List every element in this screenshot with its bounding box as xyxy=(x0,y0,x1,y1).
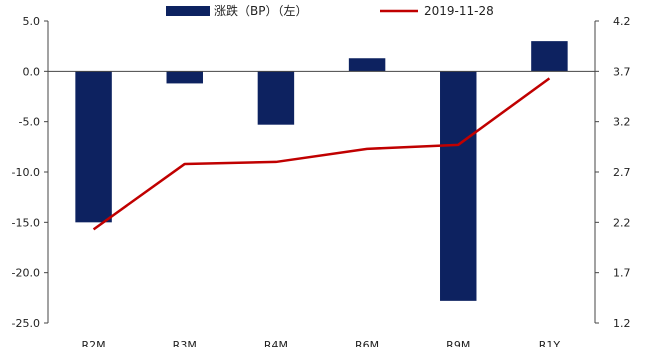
category-labels: R2M R3M R4M R6M R9M R1Y xyxy=(82,339,561,347)
legend-bar-swatch xyxy=(166,6,210,16)
right-tick-label: 2.7 xyxy=(613,166,631,179)
right-axis-ticks: 4.2 3.7 3.2 2.7 2.2 1.7 1.2 xyxy=(595,15,631,330)
category-label-R6M: R6M xyxy=(355,339,379,347)
left-tick-label: 0.0 xyxy=(23,65,41,78)
legend-bar-label: 涨跌（BP）（左） xyxy=(214,3,307,18)
right-tick-label: 2.2 xyxy=(613,216,631,229)
right-tick-label: 1.7 xyxy=(613,267,631,280)
left-tick-label: -25.0 xyxy=(12,317,40,330)
left-tick-label: -10.0 xyxy=(12,166,40,179)
legend: 涨跌（BP）（左） 2019-11-28 xyxy=(166,3,494,18)
bar-R9M xyxy=(440,71,477,301)
left-tick-label: -20.0 xyxy=(12,267,40,280)
left-tick-label: -15.0 xyxy=(12,216,40,229)
bar-R6M xyxy=(348,58,386,72)
bar-R2M xyxy=(75,71,112,223)
legend-line-label: 2019-11-28 xyxy=(424,4,494,18)
line-series-2019-11-28 xyxy=(92,77,551,231)
left-tick-label: 5.0 xyxy=(23,15,41,28)
right-tick-label: 1.2 xyxy=(613,317,631,330)
category-label-R4M: R4M xyxy=(264,339,288,347)
right-tick-label: 3.7 xyxy=(613,65,631,78)
category-label-R9M: R9M xyxy=(446,339,470,347)
category-label-R3M: R3M xyxy=(173,339,197,347)
left-axis-ticks: 5.0 0.0 -5.0 -10.0 -15.0 -20.0 -25.0 xyxy=(12,15,48,330)
category-label-R2M: R2M xyxy=(82,339,106,347)
right-tick-label: 3.2 xyxy=(613,116,631,129)
category-label-R1Y: R1Y xyxy=(539,339,561,347)
bar-R3M xyxy=(166,71,203,84)
left-tick-label: -5.0 xyxy=(19,116,40,129)
bar-R4M xyxy=(257,71,295,125)
bar-R1Y xyxy=(531,41,568,72)
bar-series xyxy=(75,41,568,301)
right-tick-label: 4.2 xyxy=(613,15,631,28)
